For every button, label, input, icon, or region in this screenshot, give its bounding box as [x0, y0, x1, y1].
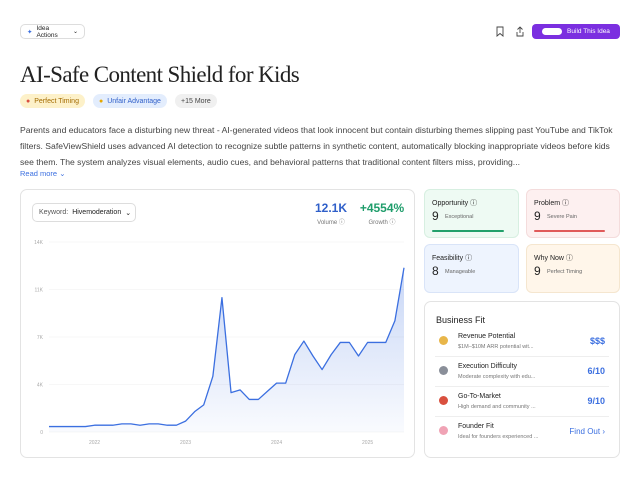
read-more-label: Read more	[20, 169, 58, 178]
score-label: Exceptional	[445, 214, 474, 220]
fit-row[interactable]: Founder Fit Ideal for founders experienc…	[435, 420, 609, 446]
icon	[439, 426, 448, 435]
icon	[439, 396, 448, 405]
fit-subtitle: Moderate complexity with edu...	[458, 374, 536, 380]
fit-subtitle: Ideal for founders experienced ...	[458, 434, 539, 440]
fit-title: Go-To-Market	[458, 393, 501, 400]
fit-row: Revenue Potential $1M–$10M ARR potential…	[435, 330, 609, 357]
keyword: Hivemoderation	[72, 209, 122, 216]
fit-title: Founder Fit	[458, 423, 494, 430]
line	[49, 267, 405, 428]
description: Parents and educators face a disturbing …	[20, 125, 613, 167]
score-bar	[432, 230, 504, 232]
icon	[439, 336, 448, 345]
score-title: Problem	[534, 200, 561, 207]
score-card: Problem ⓘ 9 Severe Pain	[526, 189, 620, 238]
sparkle-icon: ✦	[27, 28, 33, 36]
score-title: Feasibility	[432, 255, 464, 262]
tag[interactable]: +15 More	[175, 94, 217, 108]
keyword-select[interactable]: Keyword: Hivemoderation ⌄	[32, 203, 136, 222]
score-card: Why Now ⓘ 9 Perfect Timing	[526, 244, 620, 293]
title: AI-Safe Content Shield for Kids	[20, 62, 300, 87]
idea-actions[interactable]: ✦ Idea Actions ⌄	[20, 24, 85, 39]
score-value: 9	[432, 209, 439, 223]
build-button[interactable]: Build This Idea	[532, 24, 620, 39]
score-value: 8	[432, 264, 439, 278]
fit-value: 6/10	[587, 366, 605, 376]
score-title: Opportunity	[432, 200, 469, 207]
tag-label: Perfect Timing	[34, 97, 79, 105]
read-more[interactable]: Read more ⌄	[20, 169, 66, 178]
business-fit-card: Business Fit Revenue Potential $1M–$10M …	[424, 301, 620, 458]
score-bar	[534, 230, 605, 232]
score-value: 9	[534, 209, 541, 223]
fit-subtitle: High demand and community ...	[458, 404, 536, 410]
fit-value: $$$	[589, 336, 605, 346]
fit-title: Revenue Potential	[458, 333, 516, 340]
score-value: 9	[534, 264, 541, 278]
share-icon[interactable]	[516, 26, 524, 37]
idea-actions-label: Idea Actions	[36, 24, 58, 39]
business-fit-title: Business Fit	[436, 315, 486, 325]
icon	[439, 366, 448, 375]
chart: 0 4K 7K 11K 14K 2022 2023 2024 2025	[34, 240, 405, 446]
logo	[542, 28, 563, 35]
fit-row: Execution Difficulty Moderate complexity…	[435, 360, 609, 387]
y-tick-label: 4K	[37, 383, 44, 389]
x-tick-label: 2024	[271, 440, 282, 446]
score-label: Manageable	[445, 269, 476, 275]
tag-label: Unfair Advantage	[107, 97, 161, 105]
tag[interactable]: ● Unfair Advantage	[93, 94, 167, 108]
y-tick-label: 11K	[34, 288, 43, 294]
volume: 12.1K Volume ⓘ	[311, 201, 351, 226]
y-tick-label: 14K	[34, 240, 44, 246]
y-tick-label: 0	[40, 430, 43, 436]
toolbar-icons[interactable]	[495, 26, 527, 37]
fit-subtitle: $1M–$10M ARR potential wit...	[458, 344, 534, 350]
y-tick-label: 7K	[37, 335, 44, 341]
build-button-label: Build This Idea	[567, 28, 610, 35]
score-label: Perfect Timing	[547, 269, 583, 275]
growth-label: Growth	[368, 220, 388, 226]
growth-value: +4554%	[359, 201, 405, 215]
keyword-label: Keyword:	[39, 209, 69, 216]
fit-value: 9/10	[587, 396, 605, 406]
volume-value: 12.1K	[314, 201, 348, 215]
x-tick-label: 2025	[362, 440, 373, 446]
chevron: ⌄	[125, 209, 132, 217]
x-tick-label: 2023	[180, 440, 191, 446]
x-tick-label: 2022	[89, 440, 100, 446]
fit-title: Execution Difficulty	[458, 363, 518, 370]
tag[interactable]: ● Perfect Timing	[20, 94, 85, 108]
bookmark-icon[interactable]	[496, 26, 504, 37]
fit-row: Go-To-Market High demand and community .…	[435, 390, 609, 417]
trend-card: Keyword: Hivemoderation ⌄ 12.1K Volume ⓘ…	[20, 189, 415, 458]
chevron: ⌄	[72, 29, 78, 35]
volume-label: Volume	[317, 220, 338, 226]
score-card: Feasibility ⓘ 8 Manageable	[424, 244, 519, 293]
score-label: Severe Pain	[547, 214, 577, 220]
tag-label: +15 More	[181, 97, 211, 105]
growth: +4554% Growth ⓘ	[357, 201, 407, 226]
fit-value[interactable]: Find Out	[569, 427, 601, 436]
score-card: Opportunity ⓘ 9 Exceptional	[424, 189, 519, 238]
score-title: Why Now	[534, 255, 564, 262]
